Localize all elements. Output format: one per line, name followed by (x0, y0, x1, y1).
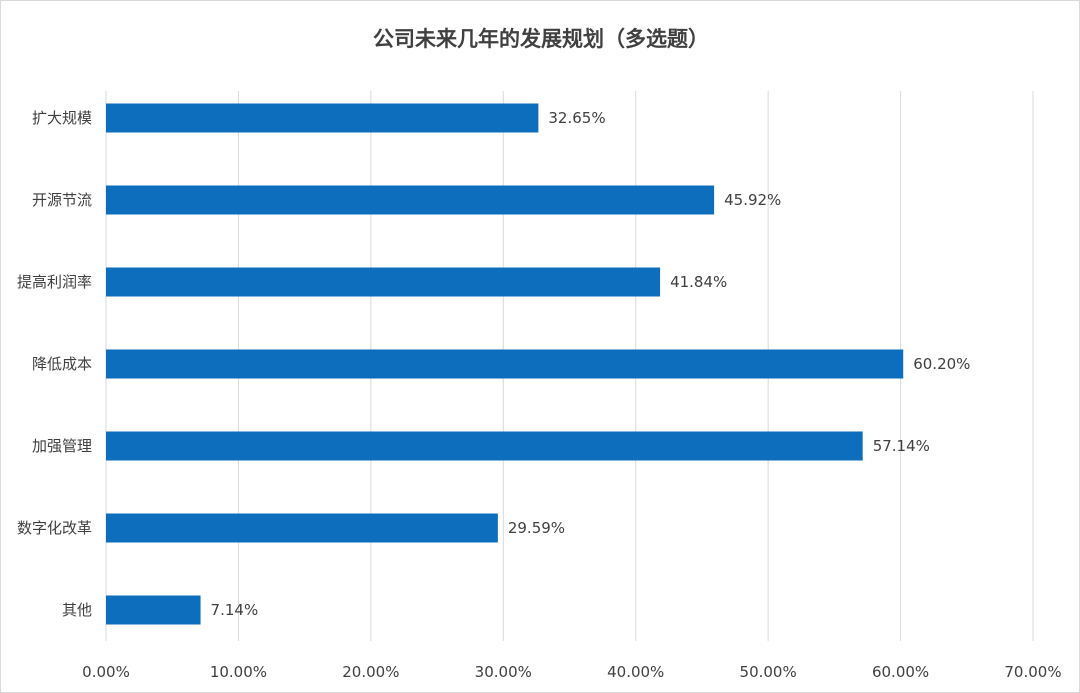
category-label: 其他 (62, 601, 92, 619)
bar (106, 595, 201, 625)
x-tick-label: 30.00% (475, 663, 532, 681)
bar (106, 349, 904, 379)
data-label: 45.92% (724, 191, 781, 209)
category-label: 扩大规模 (32, 109, 92, 127)
data-label: 32.65% (548, 109, 605, 127)
category-label: 提高利润率 (17, 273, 92, 291)
x-tick-label: 70.00% (1004, 663, 1061, 681)
x-tick-label: 20.00% (342, 663, 399, 681)
labels: 0.00% 10.00% 20.00% 30.00% 40.00% 50.00% 60.00… (17, 109, 1062, 681)
bars (106, 103, 904, 625)
category-label: 开源节流 (32, 191, 92, 209)
bar (106, 103, 539, 133)
x-tick-label: 0.00% (82, 663, 130, 681)
category-label: 降低成本 (32, 355, 92, 373)
bar (106, 431, 863, 461)
x-tick-label: 50.00% (740, 663, 797, 681)
data-label: 41.84% (670, 273, 727, 291)
data-label: 57.14% (873, 437, 930, 455)
x-tick-label: 40.00% (607, 663, 664, 681)
bar (106, 185, 715, 215)
x-tick-label: 60.00% (872, 663, 929, 681)
category-label: 数字化改革 (17, 519, 92, 537)
data-label: 60.20% (913, 355, 970, 373)
data-label: 29.59% (508, 519, 565, 537)
chart-title: 公司未来几年的发展规划（多选题） (373, 27, 709, 51)
bar (106, 513, 498, 543)
data-label: 7.14% (211, 601, 259, 619)
category-label: 加强管理 (32, 437, 92, 455)
x-tick-label: 10.00% (210, 663, 267, 681)
bar (106, 267, 661, 297)
